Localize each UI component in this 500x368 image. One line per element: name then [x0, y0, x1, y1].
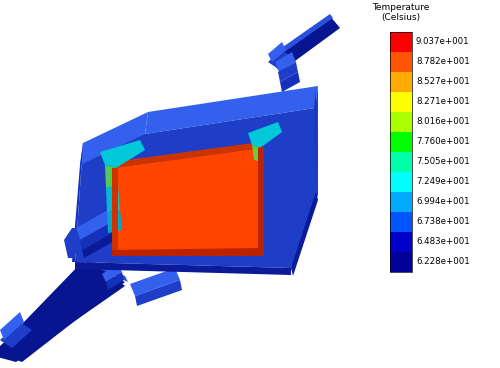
Text: 6.738e+001: 6.738e+001	[416, 217, 470, 226]
Text: 8.271e+001: 8.271e+001	[416, 98, 470, 106]
Text: 6.228e+001: 6.228e+001	[416, 258, 470, 266]
Polygon shape	[280, 72, 300, 92]
Bar	[390, 212, 412, 232]
Text: 6.483e+001: 6.483e+001	[416, 237, 470, 247]
Polygon shape	[72, 143, 83, 262]
Polygon shape	[0, 322, 32, 348]
Text: 6.994e+001: 6.994e+001	[416, 198, 470, 206]
Bar	[390, 172, 412, 192]
Bar	[390, 152, 412, 172]
Polygon shape	[106, 185, 120, 212]
Polygon shape	[80, 222, 114, 250]
Text: 8.016e+001: 8.016e+001	[416, 117, 470, 127]
Polygon shape	[76, 210, 112, 240]
Polygon shape	[112, 168, 118, 255]
Text: 7.505e+001: 7.505e+001	[416, 158, 470, 166]
Polygon shape	[82, 232, 116, 258]
Polygon shape	[80, 112, 148, 165]
Text: 8.527e+001: 8.527e+001	[416, 78, 470, 86]
Bar	[390, 32, 412, 272]
Polygon shape	[82, 258, 128, 282]
Bar	[390, 232, 412, 252]
Bar	[390, 132, 412, 152]
Text: 7.760e+001: 7.760e+001	[416, 138, 470, 146]
Polygon shape	[112, 248, 262, 256]
Text: 9.037e+001: 9.037e+001	[416, 38, 470, 46]
Text: Temperature
(Celsius): Temperature (Celsius)	[372, 3, 430, 22]
Polygon shape	[135, 280, 182, 306]
Polygon shape	[112, 142, 262, 168]
Polygon shape	[290, 86, 318, 270]
Polygon shape	[106, 272, 124, 290]
Polygon shape	[268, 50, 294, 70]
Polygon shape	[252, 145, 262, 162]
Polygon shape	[75, 262, 291, 275]
Bar	[390, 112, 412, 132]
Text: 8.782e+001: 8.782e+001	[416, 57, 470, 67]
Polygon shape	[270, 14, 333, 60]
Polygon shape	[248, 122, 282, 148]
Polygon shape	[291, 192, 318, 276]
Bar	[390, 92, 412, 112]
Polygon shape	[145, 86, 318, 134]
Polygon shape	[75, 108, 316, 268]
Bar	[390, 192, 412, 212]
Polygon shape	[100, 140, 145, 168]
Polygon shape	[64, 228, 80, 258]
Polygon shape	[0, 262, 125, 362]
Polygon shape	[107, 210, 122, 233]
Polygon shape	[268, 42, 286, 62]
Polygon shape	[270, 16, 340, 72]
Bar	[390, 72, 412, 92]
Polygon shape	[105, 165, 118, 188]
Polygon shape	[130, 268, 180, 296]
Polygon shape	[102, 264, 122, 282]
Polygon shape	[0, 312, 24, 340]
Polygon shape	[0, 262, 125, 362]
Bar	[390, 32, 412, 52]
Polygon shape	[112, 148, 262, 255]
Bar	[390, 52, 412, 72]
Text: 7.249e+001: 7.249e+001	[416, 177, 470, 187]
Polygon shape	[278, 62, 298, 82]
Polygon shape	[258, 146, 264, 255]
Bar	[390, 252, 412, 272]
Polygon shape	[275, 52, 296, 72]
Polygon shape	[290, 88, 316, 268]
